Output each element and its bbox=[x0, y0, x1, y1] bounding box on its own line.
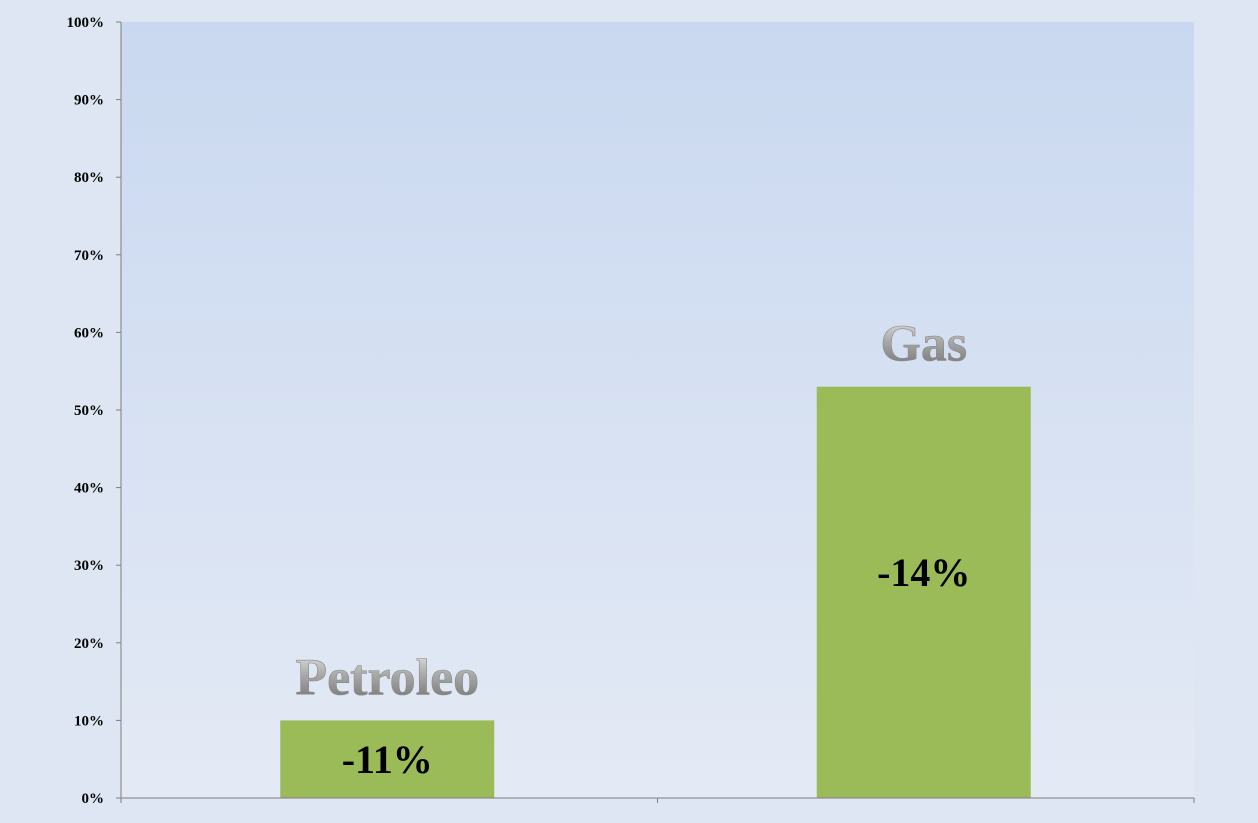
y-tick-label: 10% bbox=[74, 713, 104, 729]
y-tick-label: 90% bbox=[74, 93, 104, 109]
bar-gas bbox=[816, 386, 1031, 798]
plot-area bbox=[121, 22, 1194, 798]
bar-petroleo bbox=[280, 720, 495, 798]
y-tick-label: 0% bbox=[82, 791, 105, 807]
y-tick-label: 40% bbox=[74, 481, 104, 497]
data-label-petroleo: -11% bbox=[342, 737, 433, 782]
y-tick-label: 30% bbox=[74, 558, 104, 574]
y-tick-label: 20% bbox=[74, 636, 104, 652]
y-tick-label: 60% bbox=[74, 325, 104, 341]
category-label-petroleo: Petroleo bbox=[295, 649, 479, 706]
y-tick-label: 50% bbox=[74, 403, 104, 419]
data-label-gas: -14% bbox=[877, 550, 970, 595]
y-tick-label: 70% bbox=[74, 248, 104, 264]
category-label-gas: Gas bbox=[880, 316, 967, 373]
y-tick-label: 100% bbox=[67, 15, 105, 31]
y-tick-label: 80% bbox=[74, 170, 104, 186]
